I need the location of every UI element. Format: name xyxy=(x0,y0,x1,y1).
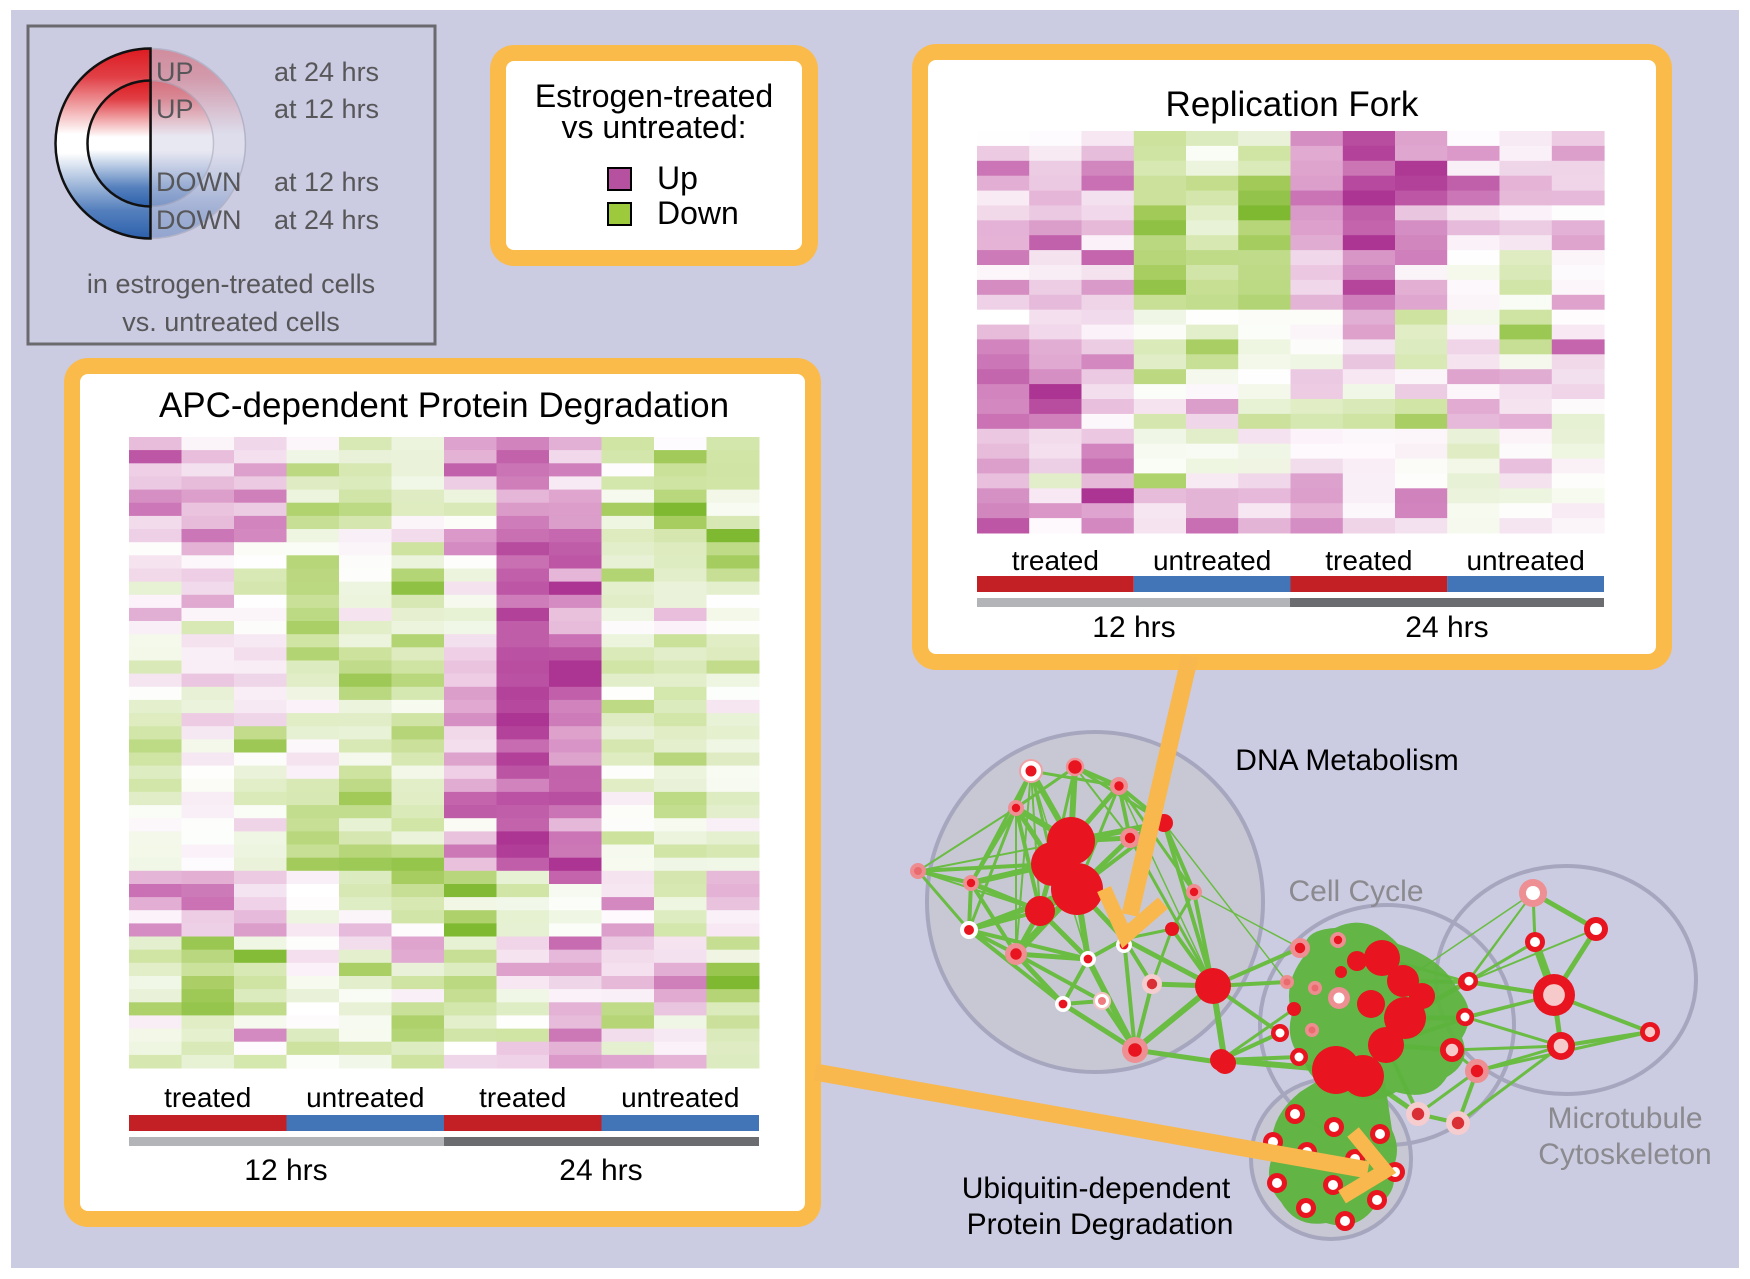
svg-text:Replication Fork: Replication Fork xyxy=(1166,85,1419,124)
svg-text:12 hrs: 12 hrs xyxy=(1092,611,1175,644)
svg-text:Estrogen-treated: Estrogen-treated xyxy=(535,78,773,114)
svg-text:Protein Degradation: Protein Degradation xyxy=(967,1208,1234,1241)
svg-text:DOWN: DOWN xyxy=(156,167,241,197)
svg-text:treated: treated xyxy=(1325,545,1412,576)
svg-text:untreated: untreated xyxy=(1153,545,1271,576)
svg-text:untreated: untreated xyxy=(621,1082,739,1113)
svg-text:at 12 hrs: at 12 hrs xyxy=(274,94,379,124)
svg-text:DNA Metabolism: DNA Metabolism xyxy=(1235,744,1458,777)
svg-text:Up: Up xyxy=(657,160,698,196)
svg-text:at 24 hrs: at 24 hrs xyxy=(274,205,379,235)
svg-text:UP: UP xyxy=(156,94,194,124)
svg-text:treated: treated xyxy=(1012,545,1099,576)
svg-text:Ubiquitin-dependent: Ubiquitin-dependent xyxy=(962,1172,1231,1205)
svg-text:vs untreated:: vs untreated: xyxy=(562,109,747,145)
svg-text:APC-dependent Protein Degradat: APC-dependent Protein Degradation xyxy=(159,386,729,425)
svg-text:in estrogen-treated cells: in estrogen-treated cells xyxy=(87,269,375,299)
svg-text:at 12 hrs: at 12 hrs xyxy=(274,167,379,197)
svg-text:untreated: untreated xyxy=(1466,545,1584,576)
svg-text:vs. untreated cells: vs. untreated cells xyxy=(122,307,340,337)
svg-text:at 24 hrs: at 24 hrs xyxy=(274,57,379,87)
svg-text:untreated: untreated xyxy=(306,1082,424,1113)
svg-text:UP: UP xyxy=(156,57,194,87)
svg-text:treated: treated xyxy=(164,1082,251,1113)
svg-text:24 hrs: 24 hrs xyxy=(1405,611,1488,644)
svg-text:Cytoskeleton: Cytoskeleton xyxy=(1538,1138,1711,1171)
svg-text:12 hrs: 12 hrs xyxy=(244,1154,327,1187)
svg-text:Cell Cycle: Cell Cycle xyxy=(1288,875,1423,908)
svg-text:treated: treated xyxy=(479,1082,566,1113)
svg-text:Down: Down xyxy=(657,195,739,231)
svg-text:DOWN: DOWN xyxy=(156,205,241,235)
svg-text:24 hrs: 24 hrs xyxy=(559,1154,642,1187)
svg-text:Microtubule: Microtubule xyxy=(1547,1102,1702,1135)
